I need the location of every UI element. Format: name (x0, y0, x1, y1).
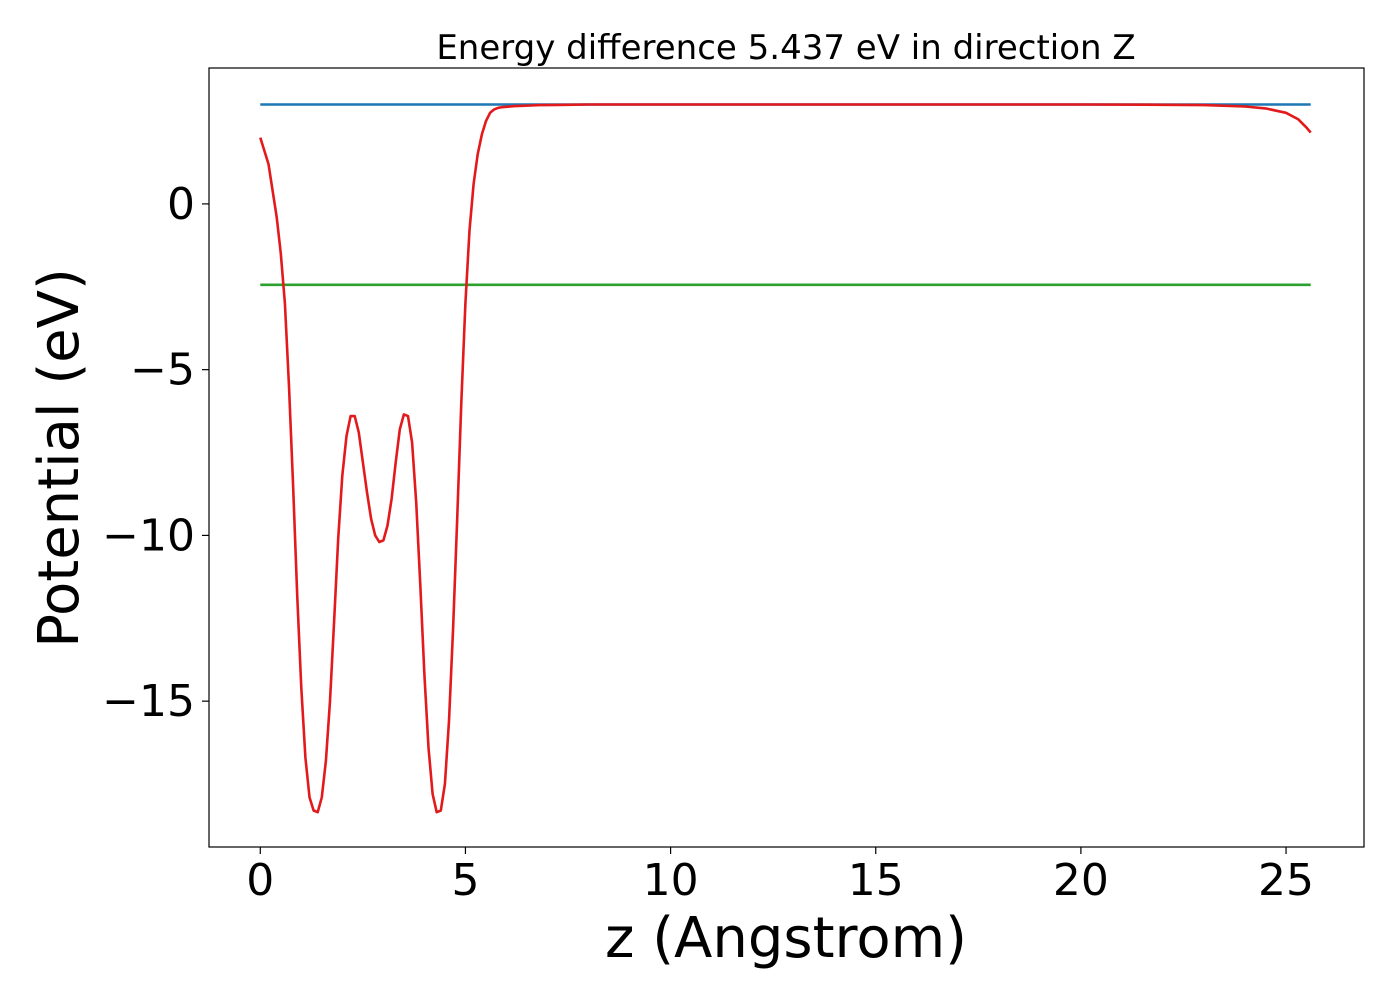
x-tick-label: 15 (848, 855, 904, 906)
y-axis-label: Potential (eV) (27, 268, 92, 648)
series-line-2 (259, 103, 1312, 814)
x-axis-label: z (Angstrom) (605, 906, 967, 971)
y-axis: 0 −5 −10 −15 (102, 179, 209, 727)
x-tick-label: 10 (643, 855, 699, 906)
x-axis: 0 5 10 15 20 25 (246, 847, 1314, 906)
plot-frame (208, 67, 1365, 848)
y-tick-label: −15 (102, 676, 195, 727)
x-tick-label: 25 (1258, 855, 1314, 906)
y-tick-label: −5 (130, 345, 195, 396)
x-tick-label: 0 (246, 855, 274, 906)
plot-area (259, 103, 1312, 814)
y-tick-label: −10 (102, 510, 195, 561)
chart-title: Energy difference 5.437 eV in direction … (436, 28, 1135, 68)
x-tick-label: 5 (451, 855, 479, 906)
x-tick-label: 20 (1053, 855, 1109, 906)
y-tick-label: 0 (167, 179, 195, 230)
